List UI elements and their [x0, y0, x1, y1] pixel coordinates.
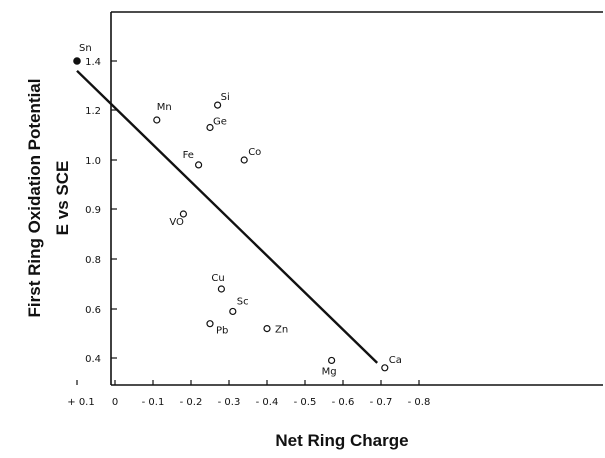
plot-frame	[110, 11, 603, 386]
point-label-sn: Sn	[79, 43, 92, 54]
point-label-zn: Zn	[275, 325, 288, 336]
y-axis-title-line2: E vs SCE	[53, 161, 72, 236]
point-label-si: Si	[221, 92, 230, 103]
point-label-mg: Mg	[322, 366, 337, 377]
point-pb	[206, 320, 214, 328]
x-tick-label: - 0.3	[218, 397, 241, 408]
point-zn	[263, 325, 271, 333]
point-cu	[217, 285, 225, 293]
x-tick-label: - 0.8	[408, 397, 431, 408]
y-tick-label: 0.4	[85, 354, 101, 365]
point-fe	[195, 161, 203, 169]
x-axis-title: Net Ring Charge	[275, 431, 408, 450]
x-tick-label: - 0.4	[256, 397, 279, 408]
point-si	[214, 101, 222, 109]
x-tick-label: - 0.2	[180, 397, 203, 408]
x-tick-label: - 0.7	[370, 397, 393, 408]
point-ge	[206, 123, 214, 132]
point-label-co: Co	[248, 147, 261, 158]
point-label-ca: Ca	[389, 355, 402, 366]
point-co	[240, 156, 248, 164]
data-points: Sn Mn Si Ge Fe Co VO Cu Sc Pb Zn Mg Ca	[73, 43, 402, 377]
y-axis-title-line1: First Ring Oxidation Potential	[25, 79, 44, 318]
x-axis-ticks: + 0.1 0 - 0.1 - 0.2 - 0.3 - 0.4 - 0.5 - 0.6 - 0.…	[67, 380, 430, 408]
point-label-mn: Mn	[157, 102, 172, 113]
y-tick-label: 0.9	[85, 205, 101, 216]
fit-line-group	[76, 69, 379, 364]
point-label-pb: Pb	[216, 326, 228, 337]
point-vo	[179, 210, 187, 218]
point-sc	[229, 307, 237, 316]
y-tick-label: 1.4	[85, 57, 101, 68]
point-sn	[73, 57, 81, 65]
y-tick-label: 1.2	[85, 106, 101, 117]
point-label-vo: VO	[169, 217, 184, 228]
y-tick-label: 0.8	[85, 255, 101, 266]
point-mn	[153, 116, 161, 124]
y-tick-label: 1.0	[85, 156, 101, 167]
x-tick-label: + 0.1	[67, 397, 94, 408]
point-label-ge: Ge	[213, 117, 227, 128]
x-tick-label: - 0.1	[142, 397, 165, 408]
x-tick-label: - 0.6	[332, 397, 355, 408]
point-mg	[328, 356, 336, 365]
point-label-sc: Sc	[237, 296, 249, 307]
x-tick-label: - 0.5	[294, 397, 317, 408]
x-tick-label: 0	[112, 397, 118, 408]
point-ca	[381, 364, 389, 372]
regression-line	[76, 69, 379, 364]
y-tick-label: 0.6	[85, 305, 101, 316]
point-label-fe: Fe	[183, 150, 194, 161]
point-label-cu: Cu	[211, 273, 224, 284]
y-axis-ticks: 1.4 1.2 1.0 0.9 0.8 0.6 0.4	[85, 57, 117, 365]
